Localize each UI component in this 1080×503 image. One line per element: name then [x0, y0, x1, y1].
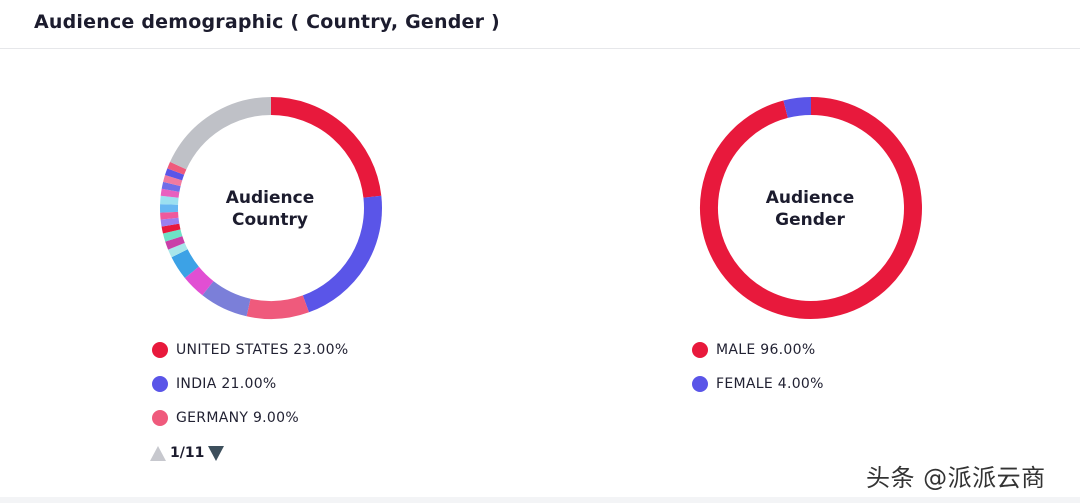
legend-dot [692, 376, 708, 392]
legend-label: INDIA 21.00% [176, 376, 277, 392]
country-slice-other-16[interactable] [163, 175, 183, 187]
country-slice-other-5[interactable] [171, 249, 199, 278]
country-slice-other-6[interactable] [168, 242, 188, 258]
country-center-line-2: Country [232, 210, 308, 230]
legend-item-united-states[interactable]: UNITED STATES 23.00% [152, 340, 348, 360]
country-slice-other-13[interactable] [160, 195, 179, 205]
legend-item-male[interactable]: MALE 96.00% [692, 340, 815, 360]
legend-item-germany[interactable]: GERMANY 9.00% [152, 408, 299, 428]
country-chart-center-label: Audience Country [170, 187, 370, 231]
country-slice-other-9[interactable] [161, 223, 181, 234]
country-slice-germany[interactable] [246, 295, 309, 319]
legend-label: FEMALE 4.00% [716, 376, 824, 392]
country-donut-chart [160, 97, 382, 319]
country-slice-other-19[interactable] [170, 97, 272, 170]
gender-center-line-2: Gender [775, 210, 845, 230]
country-slice-other-7[interactable] [165, 236, 185, 250]
country-slice-other-4[interactable] [184, 266, 214, 296]
pager-down-icon[interactable] [208, 445, 225, 461]
card-header: Audience demographic ( Country, Gender ) [0, 0, 1080, 49]
legend-pager: 1/11 [150, 443, 225, 463]
country-slice-other-15[interactable] [161, 181, 181, 192]
country-slice-other-14[interactable] [160, 188, 180, 198]
gender-center-line-1: Audience [765, 188, 855, 208]
pager-up-icon[interactable] [150, 445, 166, 461]
legend-label: GERMANY 9.00% [176, 410, 299, 426]
country-center-line-1: Audience [225, 188, 315, 208]
country-slice-other-17[interactable] [165, 168, 185, 181]
legend-dot [152, 342, 168, 358]
gender-chart-center-label: Audience Gender [710, 187, 910, 231]
country-slice-other-3[interactable] [202, 280, 251, 317]
legend-item-female[interactable]: FEMALE 4.00% [692, 374, 824, 394]
gender-donut-chart [700, 97, 922, 319]
country-slice-other-18[interactable] [167, 161, 187, 175]
country-slice-united-states[interactable] [270, 97, 382, 198]
legend-dot [152, 376, 168, 392]
legend-dot [692, 342, 708, 358]
country-slice-india[interactable] [302, 195, 382, 313]
country-slice-other-8[interactable] [162, 229, 183, 242]
legend-label: MALE 96.00% [716, 342, 816, 358]
gender-slice-male[interactable] [700, 97, 922, 319]
legend-dot [152, 410, 168, 426]
card-title: Audience demographic ( Country, Gender ) [34, 11, 500, 33]
country-slice-other-10[interactable] [160, 217, 180, 227]
watermark-text: 头条 @派派云商 [866, 464, 1046, 492]
legend-item-india[interactable]: INDIA 21.00% [152, 374, 277, 394]
gender-slice-female[interactable] [783, 97, 812, 118]
legend-label: UNITED STATES 23.00% [176, 342, 349, 358]
pager-text: 1/11 [170, 445, 205, 461]
